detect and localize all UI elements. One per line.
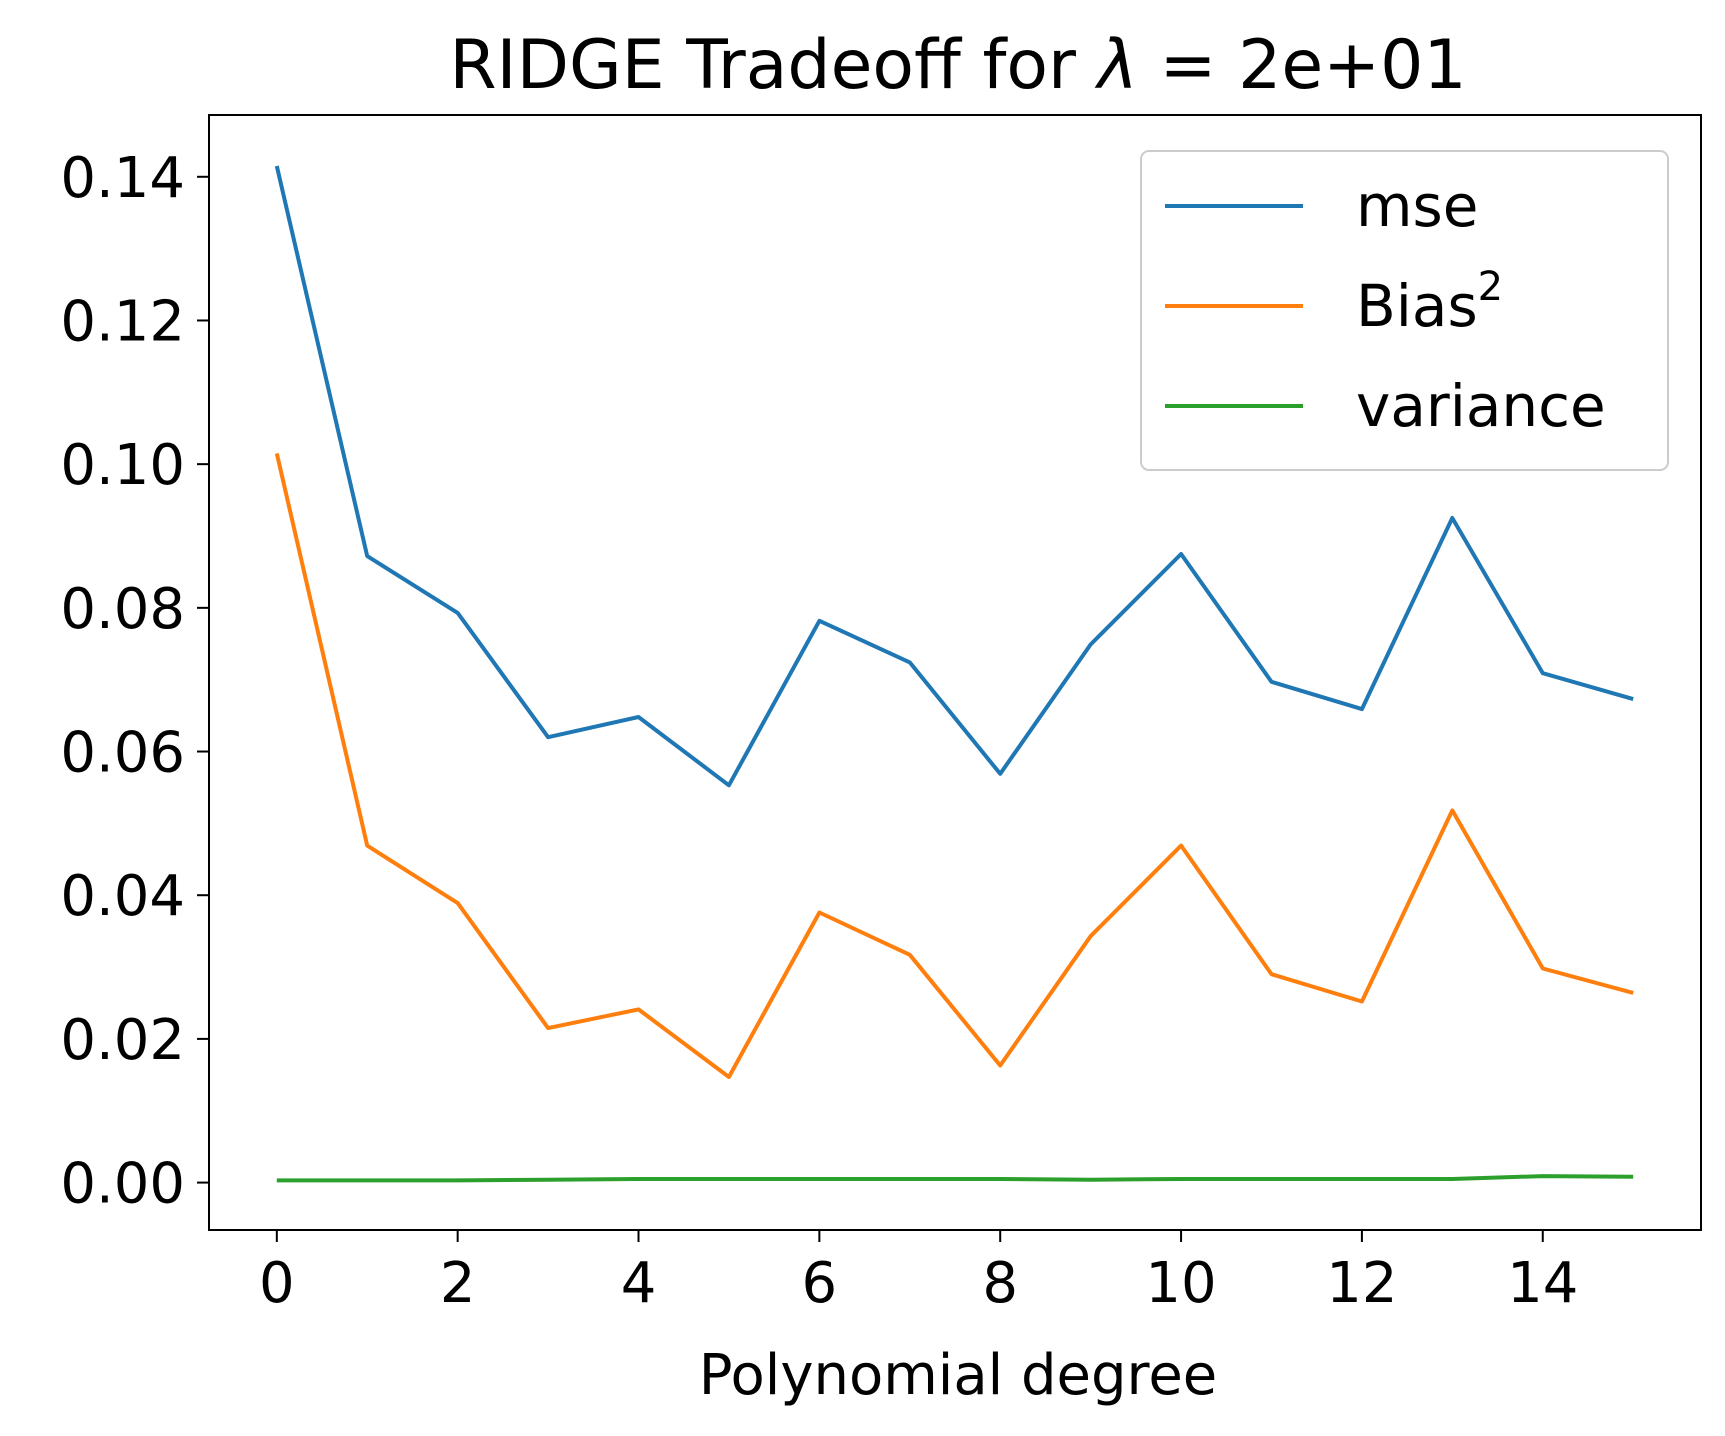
series-line-bias [274, 452, 1634, 1079]
x-tick-label: 2 [440, 1251, 476, 1316]
y-tick-label: 0.14 [60, 146, 185, 211]
x-tick-label: 0 [259, 1251, 295, 1316]
series-line-variance [276, 1174, 1634, 1183]
y-tick-label: 0.00 [60, 1152, 185, 1217]
x-tick-label: 14 [1507, 1251, 1578, 1316]
y-tick-label: 0.04 [60, 864, 185, 929]
y-tick-label: 0.08 [60, 577, 185, 642]
axes-frame [208, 114, 1702, 1231]
x-tick-label: 6 [802, 1251, 838, 1316]
legend-label-text: mse [1356, 172, 1478, 240]
y-tick-label: 0.12 [60, 289, 185, 354]
chart-title-suffix: = 2e+01 [1138, 26, 1467, 105]
legend: mse Bias2 variance [1140, 150, 1669, 471]
y-tick-label: 0.10 [60, 433, 185, 498]
x-axis-label: Polynomial degree [699, 1343, 1218, 1408]
plot-area: 0 2 4 6 8 10 12 14 0.00 0.02 0.04 0.06 0.08 0.10 0.12 0… [60, 114, 1702, 1316]
legend-label-mse: mse [1356, 172, 1478, 240]
x-tick-label: 10 [1145, 1251, 1216, 1316]
legend-label-variance: variance [1356, 372, 1606, 440]
chart-title-prefix: RIDGE Tradeoff for [449, 26, 1097, 105]
chart-title: RIDGE Tradeoff for λ = 2e+01 [449, 26, 1466, 105]
x-tick-label: 8 [982, 1251, 1018, 1316]
legend-label-text: Bias [1356, 272, 1478, 340]
series-line-mse [274, 165, 1634, 788]
x-tick-label: 4 [621, 1251, 657, 1316]
x-tick-label: 12 [1326, 1251, 1397, 1316]
y-tick-label: 0.02 [60, 1008, 185, 1073]
legend-label-bias: Bias2 [1356, 264, 1503, 340]
chart-title-lambda: λ [1095, 26, 1138, 105]
legend-label-superscript: 2 [1478, 264, 1503, 310]
legend-label-text: variance [1356, 372, 1606, 440]
legend-box [1140, 150, 1669, 471]
y-tick-label: 0.06 [60, 721, 185, 786]
